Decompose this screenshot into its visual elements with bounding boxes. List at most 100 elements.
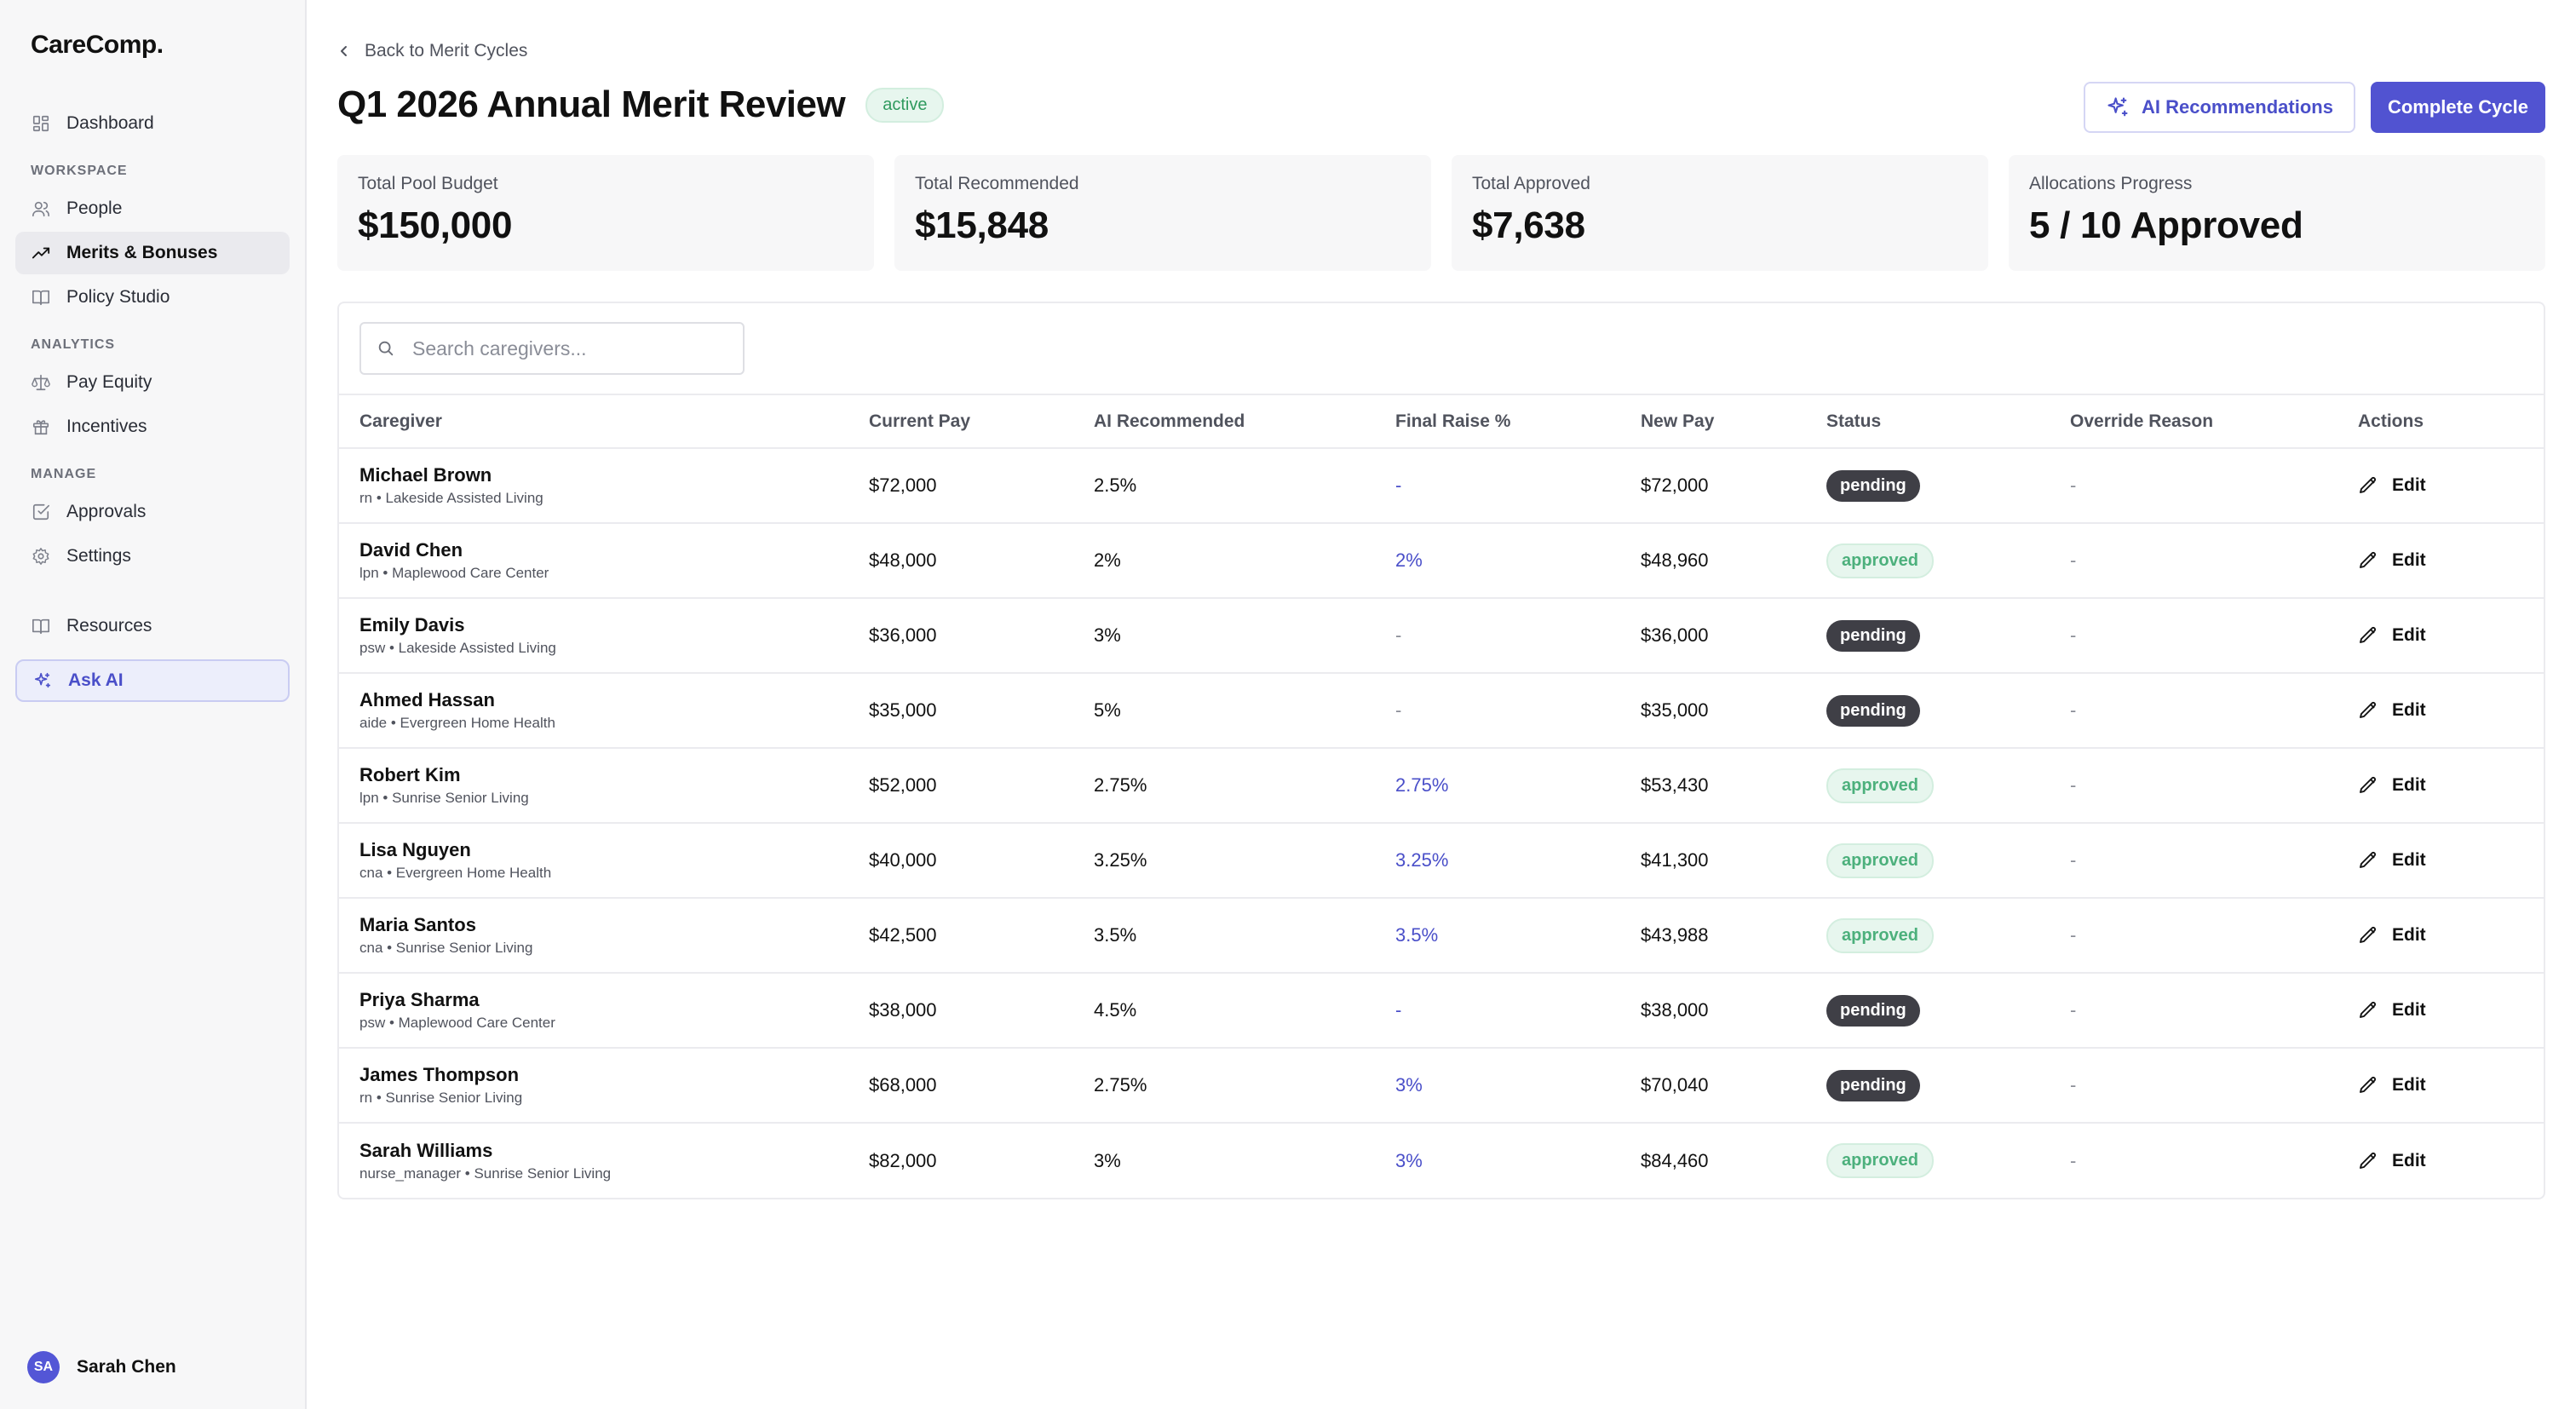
cell-new-pay: $35,000 — [1620, 673, 1806, 749]
cell-ai-recommended: 2.75% — [1073, 1048, 1375, 1124]
ai-recommendations-button[interactable]: AI Recommendations — [2084, 82, 2355, 133]
section-label-analytics: ANALYTICS — [31, 337, 116, 352]
cell-new-pay: $72,000 — [1620, 448, 1806, 524]
sidebar-item-ask-ai[interactable]: Ask AI — [15, 659, 290, 702]
cell-caregiver: Priya Sharma psw • Maplewood Care Center — [339, 973, 848, 1049]
sidebar-item-label: People — [66, 198, 123, 218]
edit-button[interactable]: Edit — [2358, 550, 2523, 571]
table-header-row: Caregiver Current Pay AI Recommended Fin… — [339, 395, 2544, 449]
edit-button[interactable]: Edit — [2358, 475, 2523, 496]
cell-status: approved — [1806, 1123, 2050, 1198]
stat-value: 5 / 10 Approved — [2029, 204, 2303, 246]
cell-ai-recommended: 5% — [1073, 673, 1375, 749]
cell-new-pay: $70,040 — [1620, 1048, 1806, 1124]
edit-button[interactable]: Edit — [2358, 775, 2523, 796]
sidebar-item-pay-equity[interactable]: Pay Equity — [15, 361, 290, 404]
cell-actions: Edit — [2337, 523, 2544, 599]
table-body: Michael Brown rn • Lakeside Assisted Livi… — [339, 448, 2544, 1198]
caregiver-details: aide • Evergreen Home Health — [359, 715, 555, 731]
sidebar-item-resources[interactable]: Resources — [15, 605, 290, 647]
sparkles-icon — [32, 670, 53, 691]
search-icon — [377, 339, 395, 358]
search-input[interactable] — [412, 336, 719, 360]
edit-button[interactable]: Edit — [2358, 1151, 2523, 1171]
cell-caregiver: Ahmed Hassan aide • Evergreen Home Health — [339, 673, 848, 749]
sidebar-item-dashboard[interactable]: Dashboard — [15, 102, 290, 145]
stat-card-total-approved: Total Approved $7,638 — [1452, 155, 1988, 271]
sidebar-item-people[interactable]: People — [15, 187, 290, 230]
table-row: Sarah Williams nurse_manager • Sunrise Se… — [339, 1123, 2544, 1198]
table-row: Lisa Nguyen cna • Evergreen Home Health $4… — [339, 823, 2544, 899]
sidebar-item-approvals[interactable]: Approvals — [15, 491, 290, 533]
cell-current-pay: $48,000 — [848, 523, 1073, 599]
sidebar: CareComp. Dashboard WORKSPACE People Merits… — [0, 0, 307, 1409]
cell-new-pay: $84,460 — [1641, 1149, 1709, 1171]
search-box[interactable] — [359, 322, 745, 375]
cell-status: pending — [1806, 1048, 2050, 1124]
back-link[interactable]: Back to Merit Cycles — [337, 36, 2545, 66]
gift-icon — [31, 417, 51, 437]
status-badge: pending — [1826, 694, 1920, 727]
edit-button[interactable]: Edit — [2358, 1000, 2523, 1021]
cell-override-reason: - — [2050, 523, 2337, 599]
cell-final-raise: 2% — [1375, 523, 1620, 599]
table-row: Michael Brown rn • Lakeside Assisted Livi… — [339, 448, 2544, 524]
cell-actions: Edit — [2337, 1048, 2544, 1124]
sidebar-item-settings[interactable]: Settings — [15, 535, 290, 578]
caregivers-table-card: Caregiver Current Pay AI Recommended Fin… — [337, 302, 2545, 1199]
cell-override-reason: - — [2050, 823, 2337, 899]
stat-label: Total Recommended — [915, 174, 1079, 193]
logo: CareComp. — [31, 31, 164, 59]
cell-override-reason: - — [2050, 673, 2337, 749]
pencil-icon — [2358, 550, 2378, 571]
cell-override-reason: - — [2050, 598, 2337, 674]
cell-final-raise: 3% — [1375, 1048, 1620, 1124]
cell-final-raise: 2.75% — [1375, 748, 1620, 824]
cell-current-pay: $35,000 — [848, 673, 1073, 749]
cell-actions: Edit — [2337, 898, 2544, 974]
status-badge: active — [865, 87, 945, 123]
search-bar — [339, 303, 2544, 395]
complete-cycle-button[interactable]: Complete Cycle — [2370, 82, 2545, 133]
pencil-icon — [2358, 1000, 2378, 1021]
edit-button[interactable]: Edit — [2358, 850, 2523, 871]
book-open-icon — [31, 616, 51, 636]
cell-final-raise: 3% — [1395, 1149, 1423, 1171]
edit-label: Edit — [2392, 475, 2426, 495]
cell-current-pay: $40,000 — [848, 823, 1073, 899]
edit-button[interactable]: Edit — [2358, 1075, 2523, 1096]
pencil-icon — [2358, 1151, 2378, 1171]
cell-override-reason: - — [2050, 898, 2337, 974]
cell-current-pay: $72,000 — [848, 448, 1073, 524]
cell-caregiver: James Thompson rn • Sunrise Senior Living — [339, 1048, 848, 1124]
cell-new-pay: $36,000 — [1620, 598, 1806, 674]
stat-value: $150,000 — [358, 204, 513, 246]
book-icon — [31, 287, 51, 308]
cell-current-pay: $36,000 — [848, 598, 1073, 674]
cell-override-reason: - — [2050, 748, 2337, 824]
sidebar-item-merits-bonuses[interactable]: Merits & Bonuses — [15, 232, 290, 274]
edit-button[interactable]: Edit — [2358, 700, 2523, 721]
user-profile[interactable]: SA Sarah Chen — [27, 1351, 176, 1383]
cell-final-raise: - — [1375, 973, 1620, 1049]
edit-label: Edit — [2392, 850, 2426, 870]
sidebar-nav: Dashboard WORKSPACE People Merits & Bonuses… — [15, 102, 290, 702]
cell-override-reason: - — [2070, 1149, 2077, 1171]
caregiver-details: rn • Lakeside Assisted Living — [359, 490, 543, 506]
cell-status: pending — [1806, 448, 2050, 524]
cell-final-raise: 3.5% — [1375, 898, 1620, 974]
sidebar-item-policy-studio[interactable]: Policy Studio — [15, 276, 290, 319]
caregiver-name: Lisa Nguyen — [359, 839, 471, 860]
edit-button[interactable]: Edit — [2358, 625, 2523, 646]
scale-icon — [31, 372, 51, 393]
cell-current-pay: $42,500 — [848, 898, 1073, 974]
sidebar-item-incentives[interactable]: Incentives — [15, 405, 290, 448]
stat-value: $7,638 — [1472, 204, 1585, 246]
stat-label: Total Pool Budget — [358, 174, 498, 193]
cell-actions: Edit — [2337, 823, 2544, 899]
cell-new-pay: $38,000 — [1620, 973, 1806, 1049]
cell-status: approved — [1806, 748, 2050, 824]
edit-button[interactable]: Edit — [2358, 925, 2523, 946]
section-label-workspace: WORKSPACE — [31, 164, 128, 178]
edit-label: Edit — [2392, 925, 2426, 945]
